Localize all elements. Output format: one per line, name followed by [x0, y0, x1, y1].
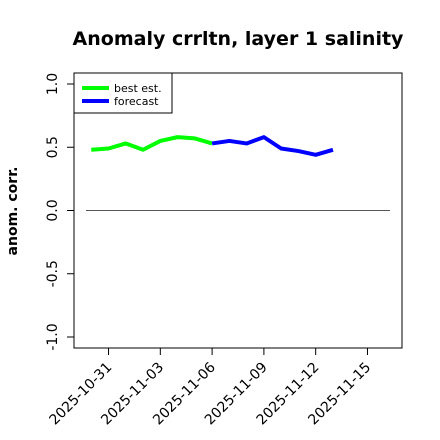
- legend-label-forecast: forecast: [114, 95, 159, 108]
- series-line-forecast: [211, 135, 334, 157]
- y-tick-label: -0.5: [45, 260, 61, 287]
- y-axis: -1.0 -0.5 0.0 0.5 1.0: [45, 73, 74, 351]
- y-tick-label: -1.0: [45, 323, 61, 350]
- x-axis: 2025-10-312025-11-032025-11-062025-11-09…: [47, 348, 374, 428]
- legend: best est. forecast: [73, 72, 173, 114]
- chart-title: Anomaly crrltn, layer 1 salinity: [73, 28, 404, 50]
- y-axis-label: anom. corr.: [5, 167, 21, 256]
- legend-box: [73, 72, 173, 114]
- series-line-best-est: [91, 135, 213, 152]
- y-tick-label: 0.5: [45, 136, 61, 158]
- y-tick-label: 0.0: [45, 199, 61, 221]
- y-tick-label: 1.0: [45, 73, 61, 95]
- legend-label-best-est: best est.: [114, 82, 162, 95]
- series-group: [91, 135, 334, 157]
